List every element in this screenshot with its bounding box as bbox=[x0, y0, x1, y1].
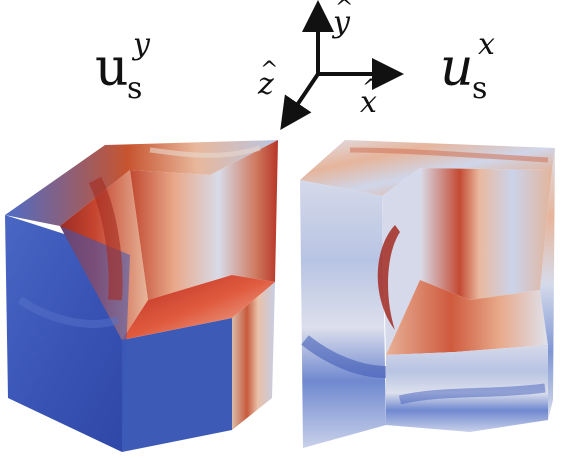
right-cube-cool-band-lower bbox=[398, 383, 546, 405]
x-axis-letter: x bbox=[360, 85, 377, 120]
right-cube-warm-crescent bbox=[377, 225, 400, 330]
right-cube-inner-side-wall bbox=[382, 168, 420, 355]
left-cube-top-face bbox=[5, 140, 278, 226]
left-cube-inner-floor bbox=[122, 275, 275, 340]
left-cube bbox=[5, 140, 278, 452]
right-cube-top-warm-streak bbox=[349, 147, 549, 163]
axes-triad bbox=[280, 0, 404, 130]
right-cube-inner-floor bbox=[386, 280, 548, 355]
left-cube-warm-band bbox=[88, 176, 123, 301]
right-cube bbox=[300, 140, 555, 448]
left-field-label: u s y bbox=[95, 30, 205, 112]
y-axis-hat: ^ bbox=[335, 0, 354, 21]
left-label-superscript: y bbox=[133, 27, 150, 62]
left-cube-right-face bbox=[232, 282, 275, 430]
right-field-label: u s x bbox=[440, 30, 550, 112]
z-axis-hat: ^ bbox=[260, 58, 279, 83]
left-cube-front-lower-face bbox=[122, 318, 232, 452]
left-label-subscript: s bbox=[127, 71, 143, 106]
right-cube-inner-back-wall bbox=[420, 168, 552, 300]
x-axis-hat: ^ bbox=[362, 76, 381, 101]
right-label-subscript: s bbox=[472, 71, 488, 106]
right-label-superscript: x bbox=[478, 27, 495, 62]
right-cube-cool-band bbox=[301, 335, 387, 378]
z-axis-letter: z bbox=[258, 67, 274, 102]
left-cube-cool-streak bbox=[17, 296, 120, 328]
right-cube-front-face bbox=[300, 180, 386, 448]
z-axis-arrow bbox=[280, 72, 320, 130]
left-cube-inner-back-wall bbox=[130, 140, 278, 300]
x-axis-label: ^ x bbox=[360, 78, 380, 120]
y-axis-letter: y bbox=[333, 5, 350, 40]
right-cube-right-side-face bbox=[540, 148, 555, 420]
left-label-base: u bbox=[95, 38, 129, 98]
left-cube-top-streak bbox=[149, 145, 261, 158]
right-label-base: u bbox=[440, 38, 474, 98]
y-axis-label: ^ y bbox=[333, 0, 353, 40]
z-axis-label: ^ z bbox=[258, 60, 278, 102]
